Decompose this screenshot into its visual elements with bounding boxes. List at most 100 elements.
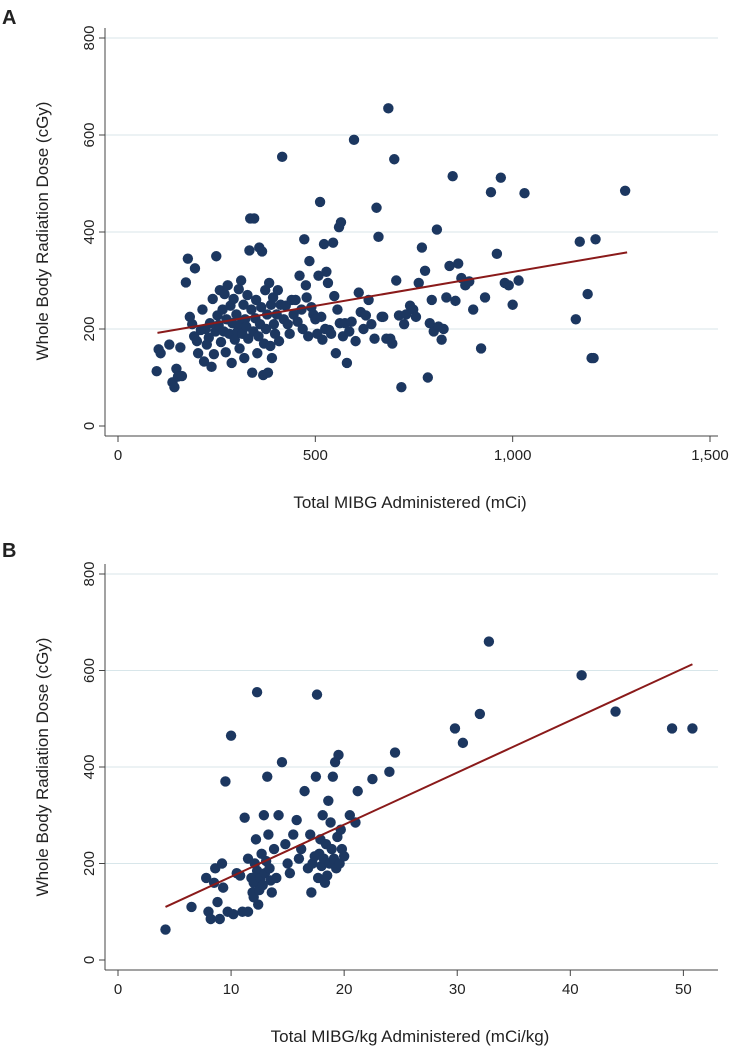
y-axis-label-b: Whole Body Radiation Dose (cGy): [33, 638, 52, 897]
data-point-a-132: [346, 316, 357, 327]
panel-a: A Total MIBG Administered (mCi) Whole Bo…: [2, 7, 729, 512]
data-point-a-121: [327, 237, 339, 248]
data-point-a-153: [396, 382, 407, 393]
data-point-b-14: [228, 908, 239, 920]
data-point-a-67: [252, 348, 263, 359]
data-point-b-1: [186, 901, 197, 913]
data-point-a-171: [444, 260, 455, 272]
x-tick-label-b-4: 40: [562, 981, 579, 998]
data-point-a-2: [155, 348, 166, 359]
data-point-b-18: [239, 812, 250, 823]
data-point-a-189: [570, 314, 582, 325]
data-point-b-2: [201, 872, 212, 884]
data-point-b-26: [250, 834, 262, 845]
data-point-a-101: [297, 323, 308, 335]
data-point-a-20: [198, 356, 210, 367]
x-tick-label-b-5: 50: [675, 981, 692, 998]
data-point-a-122: [329, 290, 340, 302]
data-point-b-37: [262, 771, 273, 782]
data-point-a-93: [282, 318, 293, 330]
panel-label-a: A: [2, 7, 16, 29]
data-point-a-82: [266, 352, 278, 364]
data-point-a-79: [263, 277, 275, 289]
gridlines-b: [105, 573, 718, 864]
data-point-b-83: [338, 851, 350, 862]
data-point-b-39: [264, 863, 275, 874]
fit-line-group-a: [157, 251, 628, 334]
data-point-b-27: [251, 687, 263, 698]
x-tick-label-a-0: 0: [114, 447, 122, 464]
data-point-a-161: [419, 265, 431, 276]
data-point-a-134: [350, 335, 361, 347]
data-point-a-168: [436, 334, 447, 345]
data-point-a-103: [300, 280, 312, 291]
data-point-a-169: [438, 323, 449, 335]
data-point-b-56: [306, 887, 317, 898]
data-point-a-106: [304, 255, 315, 267]
data-point-a-191: [582, 288, 593, 300]
data-point-a-66: [250, 294, 262, 306]
data-point-a-166: [431, 224, 443, 235]
data-point-a-143: [373, 231, 384, 243]
x-tick-label-b-0: 0: [114, 981, 122, 998]
data-point-a-187: [513, 275, 524, 286]
data-point-a-172: [447, 171, 458, 182]
data-point-b-69: [321, 870, 333, 881]
data-point-a-54: [239, 352, 250, 364]
fit-line-b: [165, 663, 693, 908]
data-point-b-43: [271, 872, 282, 884]
data-point-a-19: [197, 304, 208, 315]
fit-line-group-b: [165, 663, 693, 908]
data-point-a-0: [151, 365, 162, 377]
data-point-a-53: [238, 299, 249, 310]
data-point-b-48: [284, 867, 296, 879]
data-point-a-37: [220, 347, 231, 358]
data-point-a-158: [410, 311, 422, 323]
data-point-b-0: [160, 924, 171, 935]
data-point-a-26: [207, 293, 218, 305]
data-point-b-89: [389, 747, 401, 758]
data-point-b-96: [666, 723, 678, 734]
data-point-a-48: [233, 284, 244, 295]
data-point-a-140: [366, 318, 377, 330]
data-point-b-95: [610, 706, 621, 717]
data-point-a-58: [243, 333, 254, 344]
data-point-b-84: [344, 810, 356, 821]
data-point-b-7: [212, 896, 223, 908]
data-point-a-186: [507, 299, 518, 310]
data-point-b-79: [333, 749, 344, 761]
data-point-a-185: [503, 280, 514, 291]
data-point-a-27: [208, 349, 220, 360]
data-point-b-47: [282, 858, 293, 869]
data-point-a-39: [222, 280, 233, 291]
fit-line-a: [157, 251, 628, 334]
data-point-a-80: [265, 340, 276, 352]
data-point-a-11: [182, 253, 194, 264]
data-point-a-105: [303, 331, 314, 342]
data-point-a-61: [246, 304, 257, 315]
data-point-a-42: [226, 357, 237, 369]
data-point-b-46: [280, 839, 291, 850]
data-point-a-15: [189, 263, 201, 274]
y-tick-label-b-1: 200: [81, 851, 98, 876]
y-tick-label-b-4: 800: [81, 561, 98, 586]
data-point-b-72: [325, 817, 336, 828]
data-point-a-36: [219, 288, 230, 300]
data-point-a-137: [358, 323, 369, 335]
data-point-a-87: [272, 285, 284, 296]
data-point-a-178: [468, 304, 479, 315]
data-point-a-5: [169, 382, 180, 393]
data-point-a-135: [353, 287, 364, 298]
x-tick-label-a-2: 1,000: [494, 447, 532, 464]
data-point-a-62: [246, 367, 258, 378]
data-point-b-91: [457, 737, 469, 749]
data-point-a-98: [292, 316, 303, 327]
data-point-b-87: [367, 773, 378, 785]
data-point-a-64: [248, 213, 260, 224]
data-point-a-90: [276, 151, 288, 163]
data-point-a-23: [203, 332, 214, 343]
data-point-a-183: [495, 172, 507, 183]
data-point-b-55: [305, 829, 316, 840]
data-point-a-34: [217, 304, 228, 315]
data-point-b-86: [352, 785, 363, 797]
